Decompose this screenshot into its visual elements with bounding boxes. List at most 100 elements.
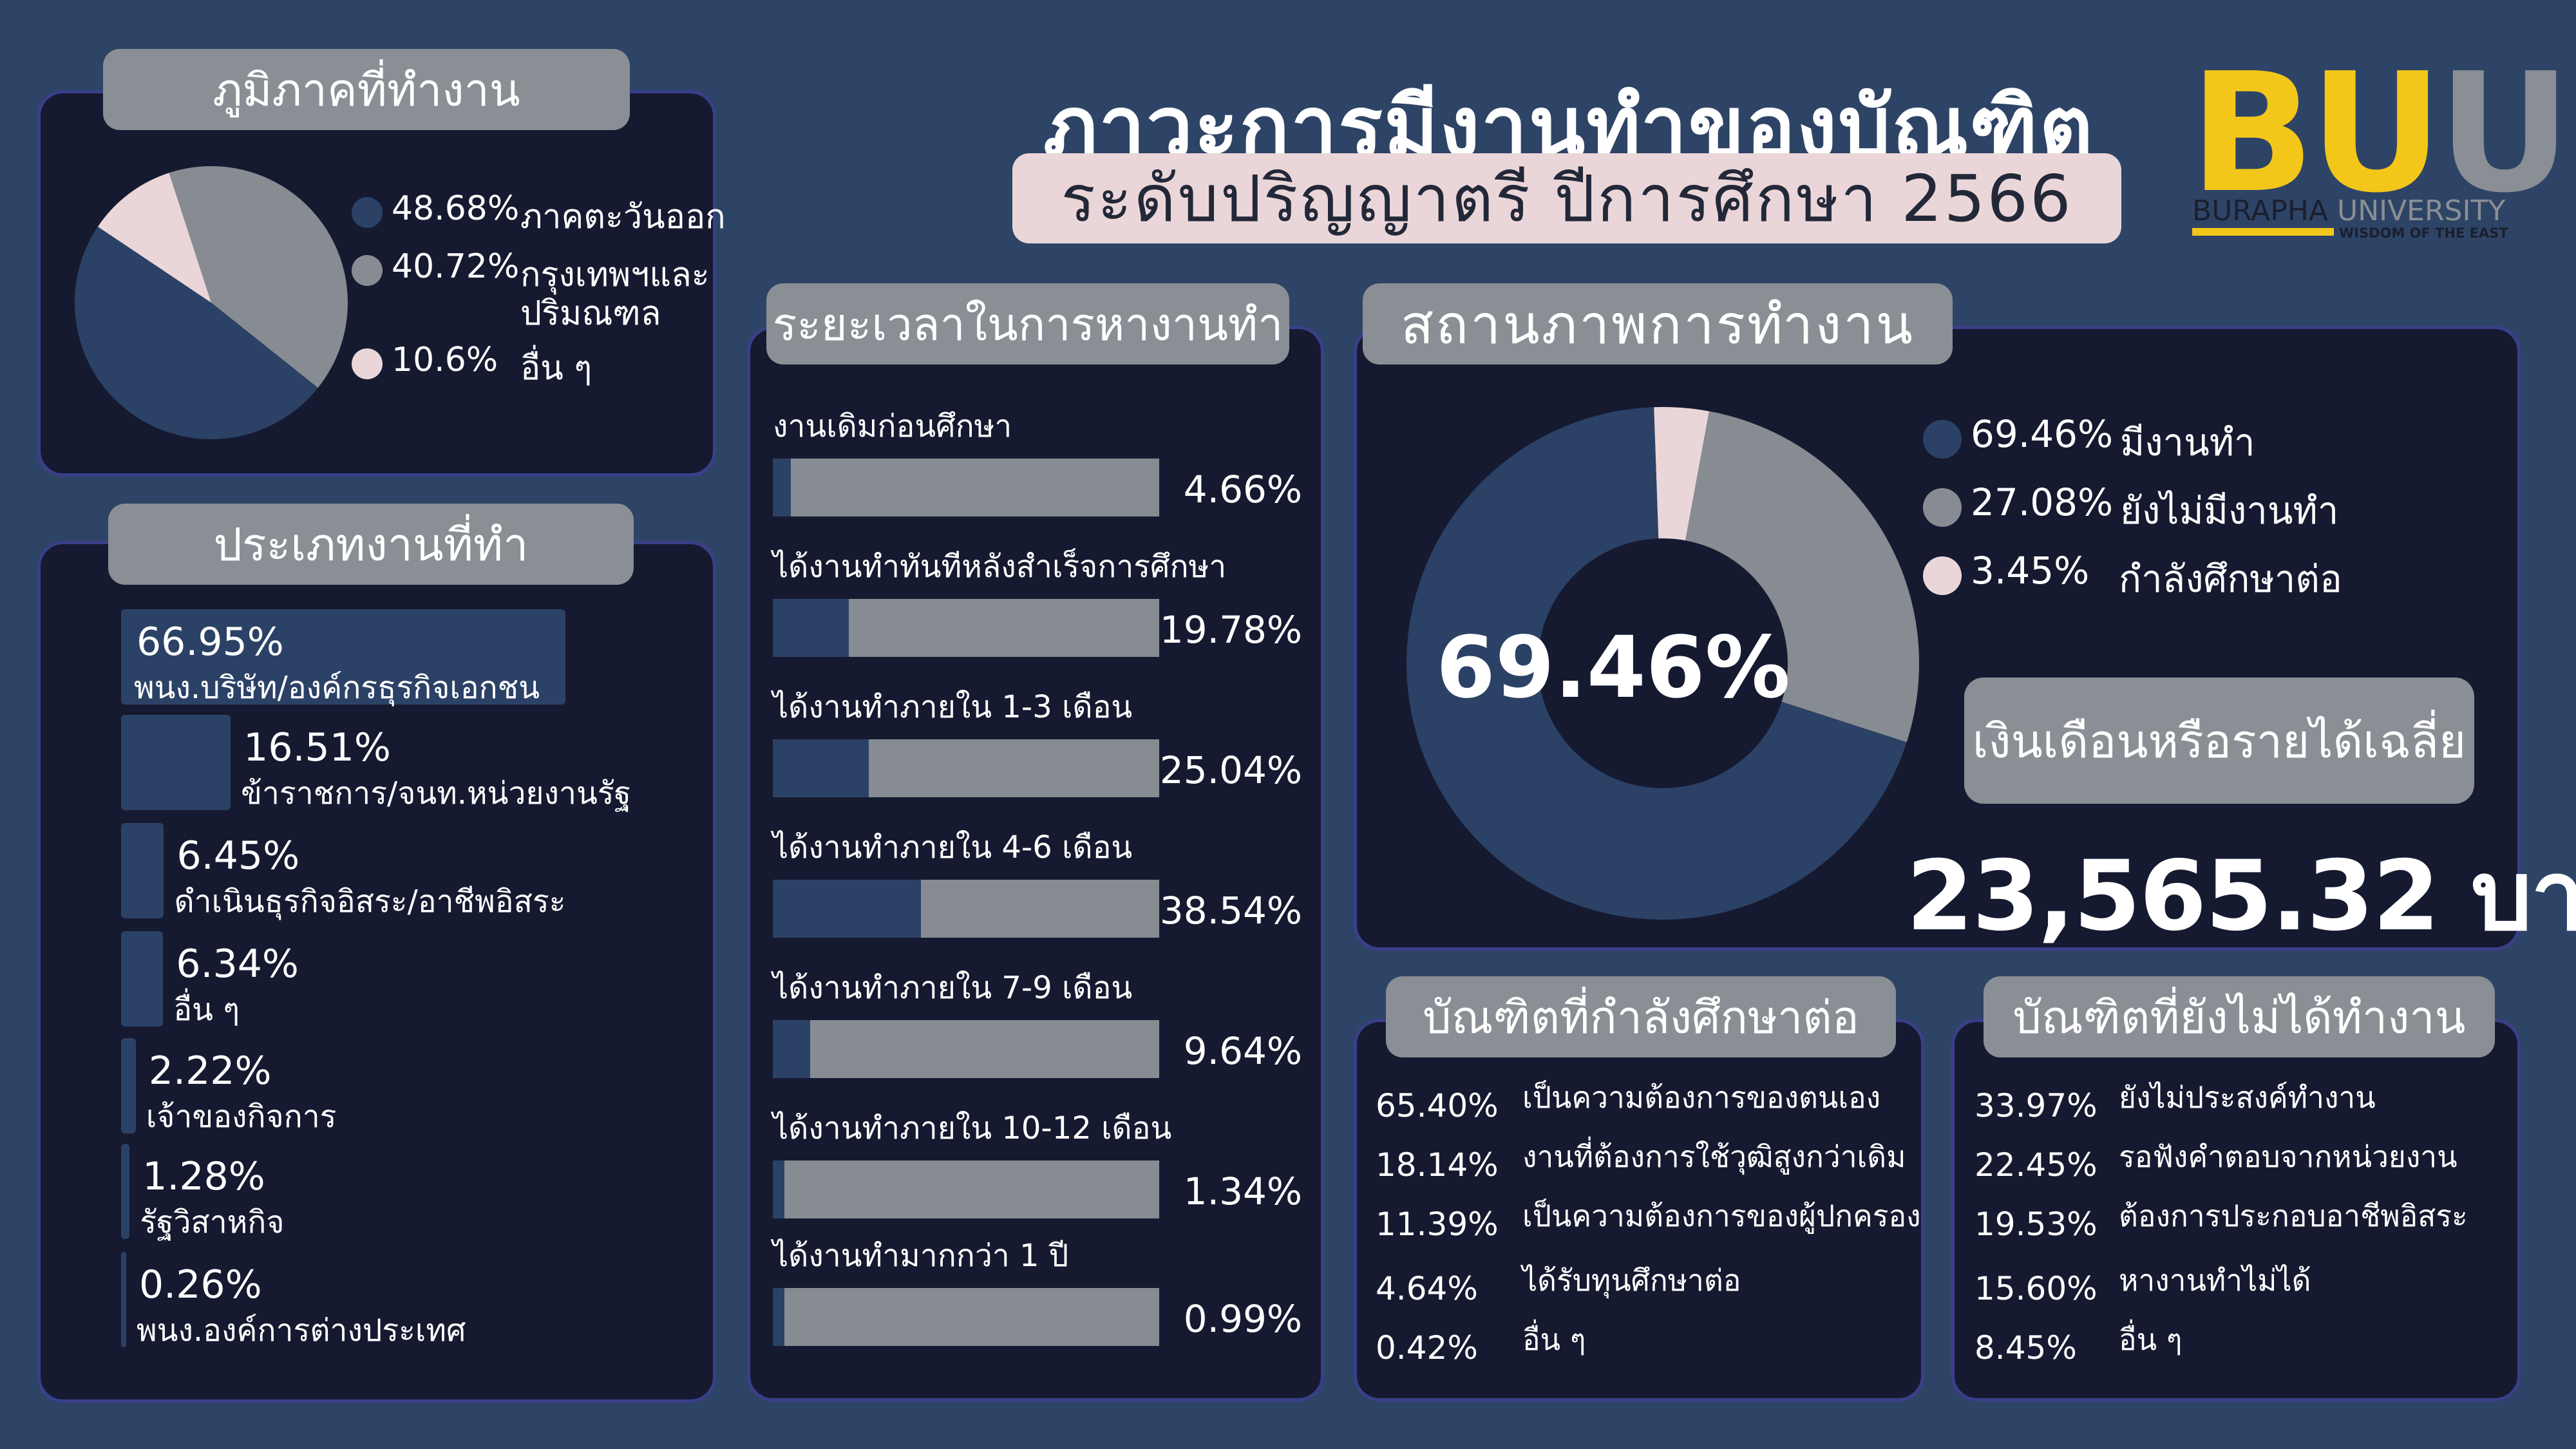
status-legend-value-1: 27.08% [1971,480,2114,524]
duration-track-0 [773,459,1159,516]
job-type-bar-3 [121,931,164,1027]
duration-bar-0 [773,459,791,516]
duration-title: ระยะเวลาในการหางานทำ [766,283,1289,365]
further-study-value-0: 65.40% [1376,1087,1499,1124]
status-legend-dot-2 [1923,556,1962,595]
duration-bar-3 [773,880,921,938]
status-legend-label-2: กำลังศึกษาต่อ [2119,557,2342,601]
job-type-bar-0 [121,609,565,705]
duration-track-5 [773,1160,1159,1218]
not-employed-label-1: รอฟังคำตอบจากหน่วยงาน [2119,1139,2458,1174]
job-type-bar-6 [121,1252,126,1347]
duration-label-0: งานเดิมก่อนศึกษา [773,408,1012,444]
not-employed-title: บัณฑิตที่ยังไม่ได้ทำงาน [1984,976,2495,1057]
job-type-label-5: รัฐวิสาหกิจ [140,1204,285,1240]
duration-label-1: ได้งานทำทันทีหลังสำเร็จการศึกษา [773,549,1227,585]
not-employed-value-2: 19.53% [1975,1206,2098,1243]
not-employed-value-1: 22.45% [1975,1146,2098,1184]
job-type-label-0: พนง.บริษัท/องค์กรธุรกิจเอกชน [134,670,540,706]
duration-value-6: 0.99% [1183,1297,1302,1341]
status-legend-value-2: 3.45% [1971,549,2090,592]
job-type-value-2: 6.45% [176,833,300,878]
job-type-value-0: 66.95% [137,620,284,665]
further-study-panel [1354,1019,1924,1401]
duration-bar-6 [773,1288,784,1346]
status-legend-dot-0 [1923,420,1962,459]
further-study-label-4: อื่น ๆ [1522,1322,1586,1357]
duration-bar-2 [773,739,869,797]
logo-tagline: WISDOM OF THE EAST [2339,225,2508,241]
region-legend-dot-1 [352,255,383,286]
job-type-value-1: 16.51% [243,725,391,770]
region-legend-label-2: อื่น ๆ [520,349,592,388]
region-legend-dot-2 [352,348,383,379]
donut-center-label: 69.46% [1436,618,1790,717]
duration-track-6 [773,1288,1159,1346]
further-study-value-3: 4.64% [1376,1270,1478,1307]
region-legend-value-0: 48.68% [392,189,520,228]
job-type-bar-1 [121,715,231,810]
salary-value: 23,565.32 บาท [1906,840,2576,952]
region-legend-value-1: 40.72% [392,247,520,286]
duration-value-0: 4.66% [1183,468,1302,511]
duration-label-5: ได้งานทำภายใน 10-12 เดือน [773,1110,1172,1146]
further-study-label-0: เป็นความต้องการของตนเอง [1522,1080,1881,1115]
not-employed-label-0: ยังไม่ประสงค์ทำงาน [2119,1080,2376,1115]
duration-bar-4 [773,1020,810,1078]
job-type-bar-4 [121,1038,136,1133]
logo-university-name: BURAPHA UNIVERSITY [2192,194,2506,227]
logo-underline [2192,228,2334,236]
region-title: ภูมิภาคที่ทำงาน [103,49,630,130]
duration-value-5: 1.34% [1183,1170,1302,1213]
duration-value-3: 38.54% [1159,889,1302,933]
region-legend-label-1-line1: กรุงเทพฯและ [520,256,710,294]
duration-label-2: ได้งานทำภายใน 1-3 เดือน [773,689,1133,725]
not-employed-label-4: อื่น ๆ [2119,1322,2183,1357]
region-legend-label-0: ภาคตะวันออก [520,198,726,236]
job-type-label-1: ข้าราชการ/จนท.หน่วยงานรัฐ [241,775,632,811]
further-study-label-3: ได้รับทุนศึกษาต่อ [1522,1263,1741,1298]
duration-value-1: 19.78% [1159,608,1302,652]
further-study-label-2: เป็นความต้องการของผู้ปกครอง [1522,1198,1921,1233]
duration-label-4: ได้งานทำภายใน 7-9 เดือน [773,970,1133,1006]
duration-label-3: ได้งานทำภายใน 4-6 เดือน [773,829,1133,866]
not-employed-label-3: หางานทำไม่ได้ [2119,1263,2311,1298]
not-employed-value-0: 33.97% [1975,1087,2098,1124]
further-study-label-1: งานที่ต้องการใช้วุฒิสูงกว่าเดิม [1522,1139,1906,1174]
duration-bar-1 [773,599,849,657]
job-type-bar-5 [121,1144,130,1239]
further-study-value-1: 18.14% [1376,1146,1499,1184]
job-type-label-4: เจ้าของกิจการ [146,1099,337,1135]
job-type-bar-2 [121,823,164,918]
not-employed-label-2: ต้องการประกอบอาชีพอิสระ [2119,1198,2468,1233]
further-study-value-4: 0.42% [1376,1329,1478,1367]
further-study-value-2: 11.39% [1376,1206,1499,1243]
job-type-label-6: พนง.องค์การต่างประเทศ [137,1312,466,1349]
duration-track-4 [773,1020,1159,1078]
status-legend-dot-1 [1923,488,1962,527]
region-legend-value-2: 10.6% [392,341,498,379]
salary-label: เงินเดือนหรือรายได้เฉลี่ย [1964,677,2474,804]
job-type-value-6: 0.26% [139,1262,262,1307]
region-legend-label-1-line2: ปริมณฑล [520,294,661,333]
not-employed-value-4: 8.45% [1975,1329,2077,1367]
status-legend-value-0: 69.46% [1971,412,2114,456]
job-type-label-3: อื่น ๆ [173,992,240,1028]
job-type-value-3: 6.34% [176,942,299,987]
further-study-title: บัณฑิตที่กำลังศึกษาต่อ [1386,976,1896,1057]
duration-label-6: ได้งานทำมากกว่า 1 ปี [773,1238,1069,1274]
status-legend-label-1: ยังไม่มีงานทำ [2120,489,2339,533]
not-employed-value-3: 15.60% [1975,1270,2098,1307]
buu-logo: BUU [2190,38,2571,229]
job-type-value-4: 2.22% [148,1048,272,1094]
status-title: สถานภาพการทำงาน [1363,283,1953,365]
duration-value-4: 9.64% [1183,1029,1302,1073]
duration-value-2: 25.04% [1159,748,1302,792]
region-legend-dot-0 [352,197,383,228]
duration-bar-5 [773,1160,784,1218]
job-type-title: ประเภทงานที่ทำ [108,504,634,585]
page-subtitle: ระดับปริญญาตรี ปีการศึกษา 2566 [1012,153,2121,243]
job-type-value-5: 1.28% [142,1154,265,1199]
status-legend-label-0: มีงานทำ [2120,421,2255,464]
job-type-label-2: ดำเนินธุรกิจอิสระ/อาชีพอิสระ [174,884,566,920]
